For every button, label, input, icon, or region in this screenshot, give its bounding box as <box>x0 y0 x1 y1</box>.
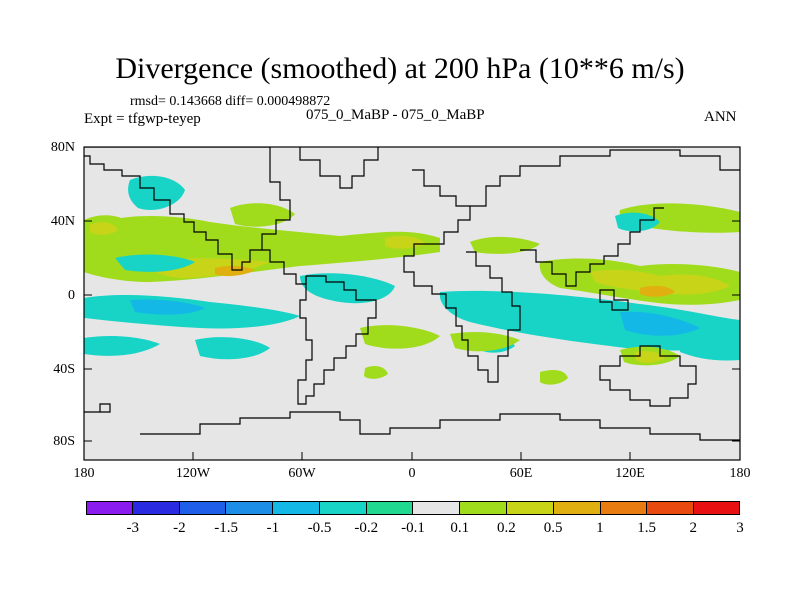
colorbar-label: -0.2 <box>354 520 379 536</box>
coastline-eurasia <box>470 149 740 207</box>
colorbar-label: 1.5 <box>637 520 656 536</box>
colorbar-box <box>413 501 461 515</box>
colorbar-label: 1 <box>596 520 604 536</box>
coastline-europe-africa <box>403 169 521 383</box>
colorbar-label: 0.2 <box>497 520 516 536</box>
colorbar-box <box>600 501 648 515</box>
experiment-label: Expt = tfgwp-teyep <box>84 111 201 127</box>
colorbar-box <box>273 501 320 515</box>
colorbar-label: 3 <box>736 520 744 536</box>
contour-yellow-nh-east <box>385 236 425 249</box>
coastline-maritime <box>599 289 629 311</box>
colorbar-label: 0.5 <box>543 520 563 536</box>
y-label-40s: 40S <box>53 362 75 377</box>
y-label-0: 0 <box>68 288 75 303</box>
y-label-80s: 80S <box>53 434 75 449</box>
contour-green-sh-atlantic <box>360 325 440 349</box>
coastline-central-america <box>262 249 307 285</box>
x-label-120e: 120E <box>615 466 645 481</box>
coastline-south-america <box>297 275 377 405</box>
x-label-60w: 60W <box>288 466 316 481</box>
colorbar-box <box>507 501 554 515</box>
contour-orange-nh-west <box>215 265 255 277</box>
colorbar-label: -1 <box>266 520 280 536</box>
coastline-antarctica-west <box>84 403 111 413</box>
coastline-north-america <box>84 147 291 271</box>
run-comparison-label: 075_0_MaBP - 075_0_MaBP <box>306 107 485 123</box>
x-label-180e: 180 <box>729 466 751 481</box>
chart-title: Divergence (smoothed) at 200 hPa (10**6 … <box>115 52 685 85</box>
contour-yellow-sh-far <box>635 351 665 363</box>
contour-cyan-sh-pacific-far <box>680 337 740 361</box>
x-label-180w: 180 <box>73 466 95 481</box>
x-ticks <box>83 452 741 460</box>
contour-green-sh-small <box>364 366 388 379</box>
colorbar-label: 0.1 <box>450 520 470 536</box>
colorbar-box <box>226 501 274 515</box>
y-ticks <box>84 146 740 442</box>
contour-blue-eq-west <box>130 299 205 315</box>
contour-cyan-nh-pacific <box>615 212 660 232</box>
colorbar-box <box>319 501 367 515</box>
coastline-asia-south <box>520 207 664 287</box>
colorbar-box <box>86 501 133 515</box>
contour-cyan-nh-sub <box>115 254 195 272</box>
colorbar-box <box>553 501 601 515</box>
contour-blue-sh-east <box>620 311 700 336</box>
rmsd-diff-stats: rmsd= 0.143668 diff= 0.000498872 <box>130 94 331 109</box>
colorbar-box <box>694 501 740 515</box>
colorbar-label: -1.5 <box>214 520 239 536</box>
contour-cyan-sh-west <box>84 336 160 356</box>
coastlines <box>84 147 740 441</box>
colorbar-box <box>132 501 180 515</box>
x-label-0: 0 <box>408 466 416 481</box>
colorbar-box <box>647 501 695 515</box>
contour-cyan-sh-pacific <box>195 337 270 360</box>
colorbar-label: -3 <box>126 520 139 536</box>
x-label-60e: 60E <box>509 466 533 481</box>
coastline-greenland <box>299 147 379 189</box>
colorbar-label: -0.1 <box>401 520 425 536</box>
colorbar-box <box>179 501 227 515</box>
contour-green-nh-mid <box>230 203 295 227</box>
colorbar-box <box>460 501 508 515</box>
coastline-antarctica <box>140 411 740 441</box>
contour-orange-nh-eurasia <box>640 285 675 297</box>
contour-cyan-arctic-west <box>128 175 185 210</box>
y-label-40n: 40N <box>50 214 75 229</box>
season-label: ANN <box>704 109 737 125</box>
coastline-australia <box>599 345 697 407</box>
colorbar-box <box>366 501 414 515</box>
colorbar <box>86 501 740 515</box>
colorbar-label: -0.5 <box>307 520 332 536</box>
colorbar-label: -2 <box>173 520 186 536</box>
x-label-120w: 120W <box>175 466 211 481</box>
contour-green-sh-south <box>540 370 568 385</box>
colorbar-label: 2 <box>689 520 698 536</box>
contour-yellow-nh-eurasia <box>590 269 730 295</box>
contour-cyan-atlantic <box>300 273 395 304</box>
contour-yellow-nh-40 <box>90 222 118 235</box>
y-label-80n: 80N <box>50 140 75 155</box>
